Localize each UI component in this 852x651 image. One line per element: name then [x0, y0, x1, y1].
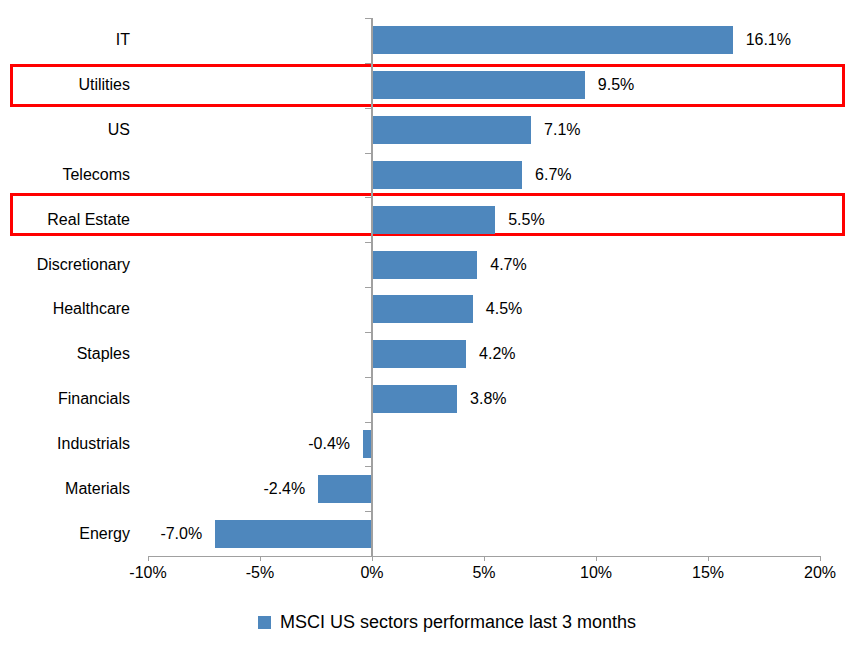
bar	[372, 116, 531, 144]
x-tick-label: 15%	[663, 563, 753, 583]
x-axis-tick	[260, 556, 261, 561]
bar	[318, 475, 372, 503]
value-label: 16.1%	[746, 30, 791, 50]
category-label: Financials	[0, 389, 130, 409]
bar	[372, 340, 466, 368]
x-axis-tick	[148, 556, 149, 561]
y-axis-tick	[365, 466, 371, 467]
x-tick-label: -5%	[215, 563, 305, 583]
y-axis-tick	[365, 287, 371, 288]
legend-marker-square	[258, 616, 271, 629]
value-label: 4.7%	[490, 255, 526, 275]
y-axis-tick	[365, 511, 371, 512]
y-axis-tick	[365, 153, 371, 154]
x-tick-label: 10%	[551, 563, 641, 583]
value-label: 6.7%	[535, 165, 571, 185]
bar	[372, 295, 473, 323]
bar	[372, 206, 495, 234]
y-axis-tick	[365, 197, 371, 198]
y-axis-tick	[365, 242, 371, 243]
category-label: Utilities	[0, 75, 130, 95]
value-label: 7.1%	[544, 120, 580, 140]
x-tick-label: 5%	[439, 563, 529, 583]
category-label: IT	[0, 30, 130, 50]
y-axis-tick	[365, 18, 371, 19]
x-axis-tick	[708, 556, 709, 561]
bar-chart-msci-us-sectors: IT 16.1% Utilities 9.5% US 7.1% Telecoms 6.7% Re…	[0, 0, 852, 651]
y-axis-tick	[365, 332, 371, 333]
x-axis-tick	[372, 556, 373, 561]
value-label: 5.5%	[508, 210, 544, 230]
value-label: -2.4%	[205, 479, 305, 499]
category-label: Discretionary	[0, 255, 130, 275]
x-axis-tick	[596, 556, 597, 561]
bar	[215, 520, 372, 548]
category-label: US	[0, 120, 130, 140]
x-tick-label: 0%	[327, 563, 417, 583]
y-axis-tick	[365, 377, 371, 378]
value-label: -0.4%	[250, 434, 350, 454]
bar	[372, 385, 457, 413]
value-label: 9.5%	[598, 75, 634, 95]
value-label: 4.5%	[486, 299, 522, 319]
category-label: Real Estate	[0, 210, 130, 230]
bar	[372, 71, 585, 99]
value-label: 3.8%	[470, 389, 506, 409]
category-label: Materials	[0, 479, 130, 499]
value-label: 4.2%	[479, 344, 515, 364]
y-axis-tick	[365, 422, 371, 423]
y-axis-line	[371, 18, 373, 556]
x-tick-label: 20%	[775, 563, 852, 583]
legend-label: MSCI US sectors performance last 3 month…	[280, 610, 636, 634]
bar	[372, 26, 733, 54]
legend: MSCI US sectors performance last 3 month…	[21, 610, 852, 634]
x-axis-tick	[820, 556, 821, 561]
category-label: Telecoms	[0, 165, 130, 185]
value-label: -7.0%	[102, 524, 202, 544]
bar	[372, 251, 477, 279]
y-axis-tick	[365, 108, 371, 109]
y-axis-tick	[365, 63, 371, 64]
category-label: Healthcare	[0, 299, 130, 319]
x-axis-tick	[484, 556, 485, 561]
category-label: Staples	[0, 344, 130, 364]
bar	[372, 161, 522, 189]
x-tick-label: -10%	[103, 563, 193, 583]
category-label: Industrials	[0, 434, 130, 454]
